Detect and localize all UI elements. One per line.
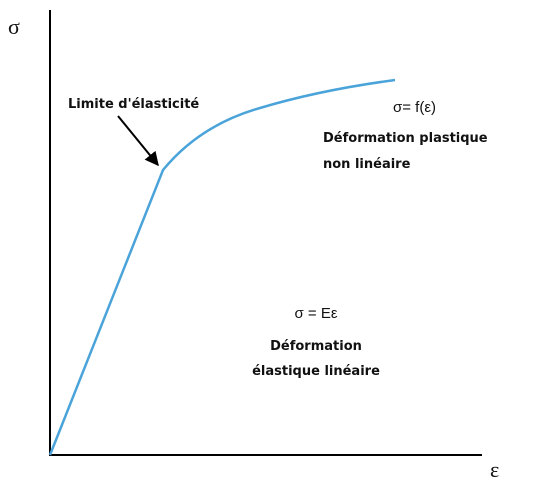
plastic-equation: σ= f(ε) (393, 99, 436, 116)
plastic-label: non linéaire (323, 157, 411, 172)
arrow (117, 115, 159, 167)
elastic-equation: σ = Eε (294, 305, 337, 322)
yield-label: Limite d'élasticité (68, 97, 199, 112)
elastic-label: élastique linéaire (252, 364, 380, 379)
y-axis-label: σ (8, 14, 20, 39)
elastic-label: Déformation (270, 339, 362, 354)
plastic-label: Déformation plastique (323, 131, 488, 146)
x-axis-label: ε (490, 457, 499, 481)
stress-strain-curve (48, 78, 396, 456)
